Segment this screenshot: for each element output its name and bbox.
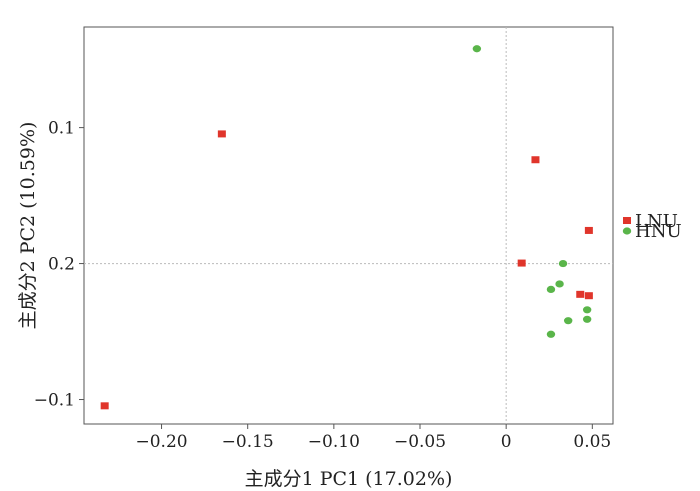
x-tick-label: −0.15 [222,432,274,452]
y-axis-title: 主成分2 PC2 (10.59%) [17,122,39,330]
y-tick-label: 0.2 [48,255,75,275]
x-tick-label: 0.05 [573,432,611,452]
legend-marker-lnu [623,217,631,224]
point-lnu [100,402,109,410]
legend-label-hnu: HNU [635,221,682,242]
point-hnu [582,315,592,323]
point-hnu [546,330,556,338]
point-hnu [472,45,482,53]
legend-label-lnu: LNU [635,211,678,232]
x-axis: −0.20 −0.15 −0.10 −0.05 0 0.05 [135,424,611,452]
y-tick-label: 0.1 [48,119,75,139]
point-hnu [582,306,592,314]
point-hnu [555,280,564,288]
x-tick-label: −0.20 [135,432,187,452]
y-tick-label: −0.1 [34,391,75,411]
x-tick-label: −0.05 [394,432,446,452]
point-lnu [584,292,593,300]
point-lnu [576,290,585,298]
point-hnu [546,285,556,294]
plot-area [83,26,614,425]
legend-marker-hnu [622,227,632,235]
point-lnu [217,130,226,138]
data-points [100,45,593,410]
y-axis: −0.1 0.2 0.1 [34,119,84,411]
point-hnu [558,259,568,268]
x-tick-label: 0 [501,432,512,452]
point-lnu [531,156,540,164]
point-lnu [517,259,526,267]
x-axis-title: 主成分1 PC1 (17.02%) [245,468,453,490]
point-lnu [584,226,593,234]
x-tick-label: −0.10 [308,432,360,452]
point-hnu [563,317,573,325]
